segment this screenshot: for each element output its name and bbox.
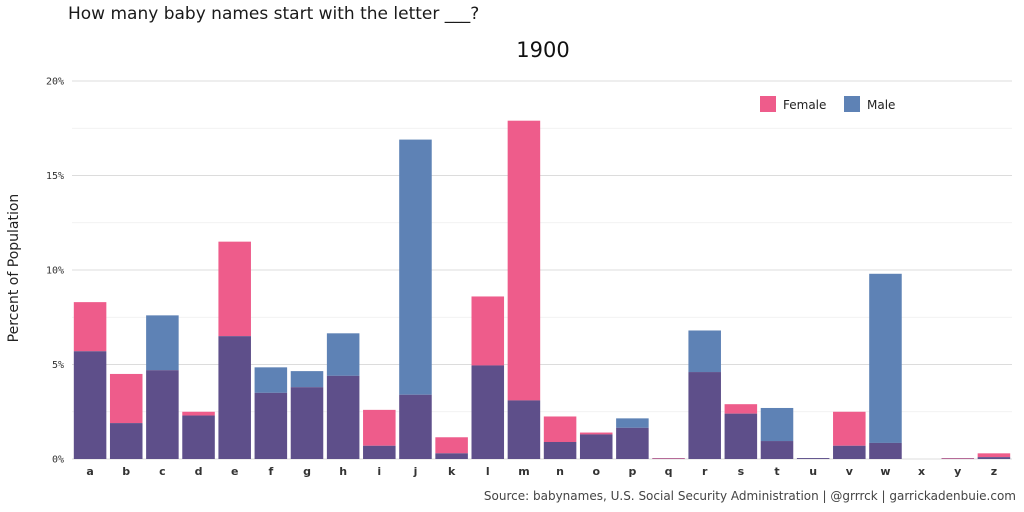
legend-label-female: Female xyxy=(783,98,826,112)
bar-overlap-s xyxy=(724,413,758,459)
bar-female-i xyxy=(363,409,396,446)
bar-overlap-b xyxy=(109,423,143,459)
bars-layer xyxy=(73,120,1011,459)
y-tick-label: 20% xyxy=(46,77,64,88)
bar-overlap-u xyxy=(796,458,830,459)
bar-female-k xyxy=(435,437,468,454)
bar-overlap-g xyxy=(290,387,324,459)
x-tick-label: u xyxy=(809,465,817,478)
bar-overlap-t xyxy=(760,441,794,459)
bar-male-w xyxy=(869,273,902,443)
x-tick-label: o xyxy=(592,465,600,478)
x-tick-label: x xyxy=(918,465,925,478)
x-tick-label: i xyxy=(377,465,381,478)
x-tick-label: f xyxy=(268,465,273,478)
bar-overlap-f xyxy=(254,392,288,459)
bar-female-z xyxy=(977,453,1011,458)
bar-male-j xyxy=(399,139,432,395)
x-tick-label: a xyxy=(86,465,93,478)
y-tick-label: 10% xyxy=(46,266,64,277)
bar-male-g xyxy=(290,371,324,388)
bar-overlap-w xyxy=(869,442,902,459)
x-tick-label: w xyxy=(880,465,890,478)
source-caption: Source: babynames, U.S. Social Security … xyxy=(483,489,1016,503)
bar-female-s xyxy=(724,404,758,414)
x-tick-label: s xyxy=(738,465,745,478)
bar-male-c xyxy=(146,315,179,371)
chart-title: How many baby names start with the lette… xyxy=(68,4,480,24)
x-tick-label: r xyxy=(702,465,708,478)
bar-female-n xyxy=(543,416,577,442)
bar-female-v xyxy=(833,411,866,446)
bar-overlap-i xyxy=(363,445,396,459)
bar-overlap-z xyxy=(977,457,1011,459)
x-tick-label: k xyxy=(448,465,456,478)
bar-female-e xyxy=(218,241,251,337)
legend-swatch-male xyxy=(844,96,860,112)
bar-female-o xyxy=(579,432,613,435)
legend-label-male: Male xyxy=(867,98,895,112)
legend-swatch-female xyxy=(760,96,776,112)
bar-overlap-j xyxy=(399,394,432,459)
y-tick-label: 15% xyxy=(46,171,64,182)
x-tick-label: l xyxy=(486,465,490,478)
bar-female-a xyxy=(73,302,107,352)
x-tick-label: m xyxy=(518,465,529,478)
x-tick-label: n xyxy=(556,465,564,478)
x-tick-label: j xyxy=(413,465,418,478)
bar-overlap-m xyxy=(507,400,541,459)
bar-overlap-r xyxy=(688,372,721,459)
bar-female-d xyxy=(182,411,215,416)
bar-male-f xyxy=(254,367,288,393)
legend: Female Male xyxy=(760,96,895,112)
bar-overlap-d xyxy=(182,415,215,459)
x-tick-label: q xyxy=(665,465,673,478)
bar-male-r xyxy=(688,330,721,373)
x-tick-label: b xyxy=(122,465,130,478)
x-tick-label: e xyxy=(231,465,238,478)
y-tick-label: 0% xyxy=(52,455,64,466)
labels-layer: 0% 5% 10% 15% 20% a b c d e f g h i j k l m n o p q r s t u v w x y z xyxy=(46,77,997,479)
bar-overlap-h xyxy=(326,375,360,459)
y-tick-label: 5% xyxy=(52,360,64,371)
x-tick-label: v xyxy=(846,465,854,478)
bar-overlap-c xyxy=(146,370,179,459)
x-tick-label: t xyxy=(774,465,779,478)
x-tick-label: p xyxy=(628,465,636,478)
bar-female-q xyxy=(652,458,685,459)
bar-overlap-o xyxy=(579,434,613,459)
bar-male-t xyxy=(760,407,794,442)
bar-overlap-e xyxy=(218,336,251,459)
bar-male-p xyxy=(616,418,649,428)
bar-female-b xyxy=(109,373,143,424)
x-tick-label: g xyxy=(303,465,311,478)
bar-female-y xyxy=(941,458,975,459)
x-tick-label: d xyxy=(195,465,203,478)
bar-overlap-l xyxy=(471,365,505,459)
x-tick-label: y xyxy=(954,465,961,478)
bar-overlap-k xyxy=(435,453,468,459)
bar-overlap-p xyxy=(616,427,649,459)
bar-male-h xyxy=(326,333,360,376)
bar-overlap-a xyxy=(73,351,107,459)
bar-overlap-v xyxy=(833,445,866,459)
bar-overlap-n xyxy=(543,441,577,459)
bar-female-m xyxy=(507,120,541,401)
bar-female-l xyxy=(471,296,505,366)
chart-subtitle: 1900 xyxy=(516,38,570,62)
x-tick-label: h xyxy=(339,465,347,478)
x-tick-label: c xyxy=(159,465,166,478)
x-tick-label: z xyxy=(991,465,997,478)
